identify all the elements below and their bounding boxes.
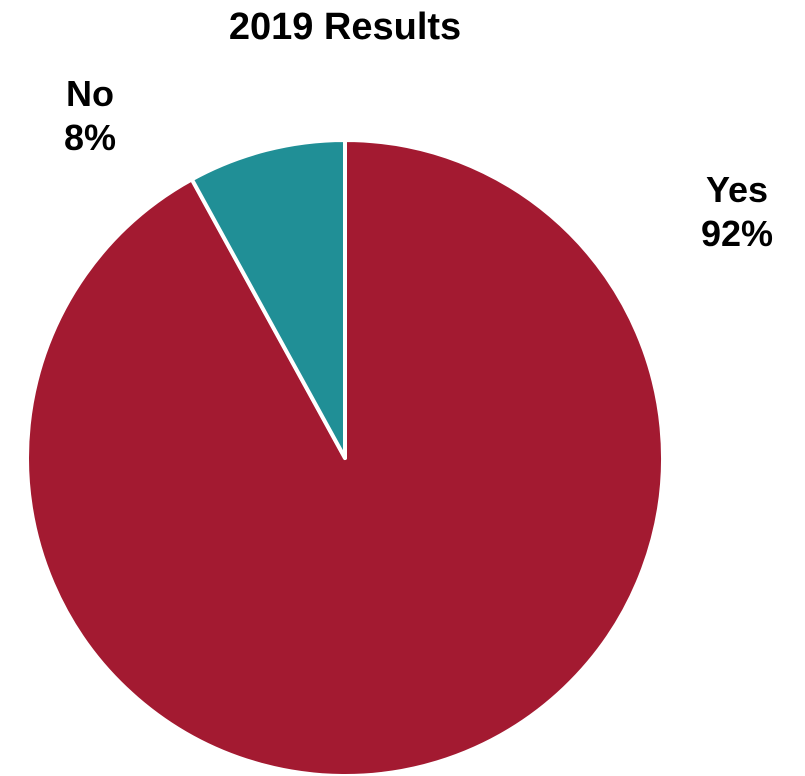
pie-slices [25,138,665,776]
slice-label-no-name: No [66,73,114,114]
slice-label-yes: Yes 92% [687,168,787,256]
slice-label-yes-name: Yes [705,169,769,210]
slice-label-no: No 8% [40,72,140,160]
slice-label-yes-value: 92% [700,213,774,254]
slice-label-no-value: 8% [63,117,117,158]
chart-title: 2019 Results [228,6,462,48]
pie-slice-no [189,138,347,460]
